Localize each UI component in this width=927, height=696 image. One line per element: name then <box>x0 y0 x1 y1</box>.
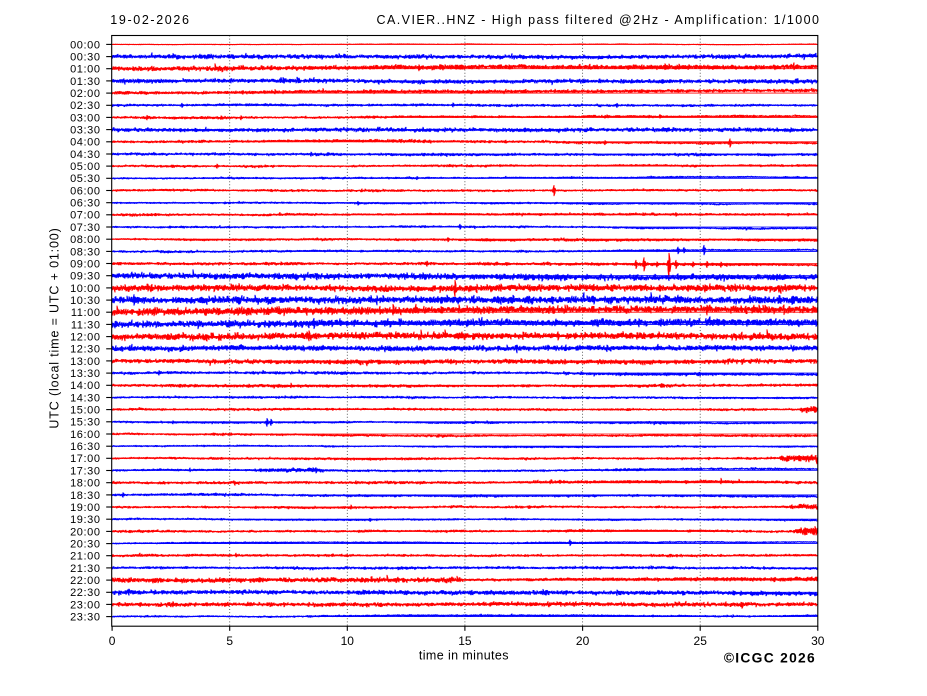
svg-text:01:30: 01:30 <box>70 76 101 88</box>
svg-text:17:00: 17:00 <box>70 453 101 465</box>
svg-text:20:00: 20:00 <box>70 526 101 538</box>
svg-text:00:30: 00:30 <box>70 52 101 64</box>
svg-text:12:30: 12:30 <box>70 344 101 356</box>
svg-text:05:00: 05:00 <box>70 161 101 173</box>
svg-text:25: 25 <box>694 634 708 648</box>
svg-text:11:00: 11:00 <box>71 307 101 319</box>
svg-text:10:30: 10:30 <box>70 295 101 307</box>
svg-text:15: 15 <box>458 634 472 648</box>
svg-text:20:30: 20:30 <box>70 539 101 551</box>
svg-text:©ICGC 2026: ©ICGC 2026 <box>724 651 816 666</box>
svg-text:05:30: 05:30 <box>70 173 101 185</box>
svg-text:00:00: 00:00 <box>70 39 101 51</box>
svg-text:18:30: 18:30 <box>70 490 101 502</box>
svg-text:21:00: 21:00 <box>70 551 101 563</box>
svg-text:06:30: 06:30 <box>70 198 101 210</box>
svg-text:30: 30 <box>811 634 825 648</box>
svg-text:06:00: 06:00 <box>70 185 101 197</box>
svg-text:08:00: 08:00 <box>70 234 101 246</box>
svg-text:09:30: 09:30 <box>70 271 101 283</box>
svg-text:17:30: 17:30 <box>70 465 101 477</box>
svg-text:10: 10 <box>341 634 355 648</box>
svg-text:14:00: 14:00 <box>70 380 101 392</box>
svg-text:15:30: 15:30 <box>70 417 101 429</box>
svg-text:03:00: 03:00 <box>70 112 101 124</box>
svg-text:07:00: 07:00 <box>70 210 101 222</box>
svg-text:15:00: 15:00 <box>70 405 101 417</box>
svg-text:10:00: 10:00 <box>70 283 101 295</box>
svg-text:UTC (local time = UTC + 01:00): UTC (local time = UTC + 01:00) <box>48 227 62 428</box>
svg-text:03:30: 03:30 <box>70 125 101 137</box>
svg-text:12:00: 12:00 <box>70 332 101 344</box>
svg-text:02:30: 02:30 <box>70 100 101 112</box>
svg-text:13:30: 13:30 <box>70 368 101 380</box>
svg-text:02:00: 02:00 <box>70 88 101 100</box>
svg-text:16:00: 16:00 <box>70 429 101 441</box>
svg-text:23:30: 23:30 <box>70 612 101 624</box>
svg-text:04:30: 04:30 <box>70 149 101 161</box>
svg-text:14:30: 14:30 <box>70 392 101 404</box>
svg-text:23:00: 23:00 <box>70 599 101 611</box>
svg-text:01:00: 01:00 <box>70 64 101 76</box>
svg-text:08:30: 08:30 <box>70 246 101 258</box>
svg-text:20: 20 <box>576 634 590 648</box>
svg-text:16:30: 16:30 <box>70 441 101 453</box>
svg-text:07:30: 07:30 <box>70 222 101 234</box>
svg-text:22:00: 22:00 <box>70 575 101 587</box>
svg-text:13:00: 13:00 <box>70 356 101 368</box>
svg-text:5: 5 <box>226 634 233 648</box>
svg-text:09:00: 09:00 <box>70 258 101 270</box>
svg-text:19:30: 19:30 <box>70 514 101 526</box>
svg-text:19:00: 19:00 <box>70 502 101 514</box>
svg-text:CA.VIER..HNZ - High pass filte: CA.VIER..HNZ - High pass filtered @2Hz -… <box>377 13 821 27</box>
svg-text:11:30: 11:30 <box>71 319 101 331</box>
svg-text:21:30: 21:30 <box>70 563 101 575</box>
svg-text:time in minutes: time in minutes <box>419 649 509 663</box>
svg-text:22:30: 22:30 <box>70 587 101 599</box>
svg-text:18:00: 18:00 <box>70 478 101 490</box>
svg-text:04:00: 04:00 <box>70 137 101 149</box>
svg-text:19-02-2026: 19-02-2026 <box>110 13 190 27</box>
svg-text:0: 0 <box>109 634 116 648</box>
